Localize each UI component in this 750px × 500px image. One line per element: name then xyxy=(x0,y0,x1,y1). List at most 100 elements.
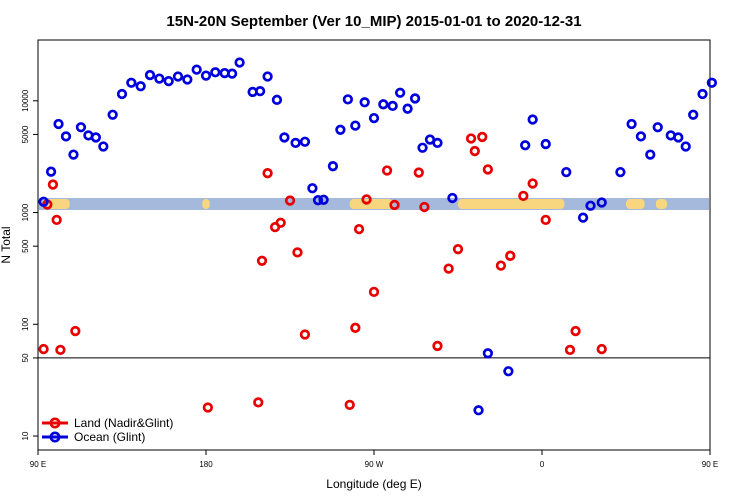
data-point-0-7 xyxy=(253,397,264,408)
y-tick-label-1: 50 xyxy=(21,353,30,362)
data-point-0-11 xyxy=(275,217,286,228)
data-point-1-38 xyxy=(359,97,370,108)
data-point-0-37 xyxy=(570,325,581,337)
data-point-0-32 xyxy=(505,250,516,261)
data-point-0-36 xyxy=(564,344,576,356)
data-point-0-13 xyxy=(292,247,303,258)
x-tick-label-2: 90 W xyxy=(365,460,384,469)
data-point-0-24 xyxy=(432,340,443,352)
data-point-1-23 xyxy=(234,57,245,68)
series-1 xyxy=(38,57,718,416)
y-tick-label-5: 5000 xyxy=(21,125,30,143)
data-point-1-62 xyxy=(645,149,656,160)
data-point-0-35 xyxy=(540,214,551,226)
data-point-0-19 xyxy=(368,286,380,298)
data-point-1-31 xyxy=(307,183,318,194)
data-point-1-26 xyxy=(262,71,273,82)
data-point-1-25 xyxy=(254,85,266,97)
data-point-1-65 xyxy=(673,132,684,143)
data-point-1-49 xyxy=(473,405,484,416)
data-point-1-8 xyxy=(98,141,109,152)
data-point-1-50 xyxy=(482,348,494,359)
data-point-0-18 xyxy=(361,194,372,205)
data-point-1-32 xyxy=(312,195,324,206)
data-point-0-34 xyxy=(527,178,538,189)
data-point-1-42 xyxy=(394,87,406,98)
data-point-1-0 xyxy=(38,196,49,207)
y-tick-label-0: 10 xyxy=(21,431,30,440)
landmass-segment-1 xyxy=(202,199,210,209)
x-tick-label-1: 180 xyxy=(199,460,213,469)
legend-marker-ocean xyxy=(49,431,61,443)
y-tick-label-2: 100 xyxy=(21,317,30,331)
data-point-1-54 xyxy=(540,138,551,150)
data-point-0-33 xyxy=(518,190,529,202)
data-point-1-2 xyxy=(53,118,64,130)
data-point-0-17 xyxy=(353,224,365,235)
data-point-1-58 xyxy=(596,197,607,208)
data-point-1-59 xyxy=(615,166,626,178)
data-point-0-0 xyxy=(38,343,49,355)
data-point-1-51 xyxy=(503,366,514,377)
plot-frame xyxy=(37,39,711,451)
x-axis-label: Longitude (deg E) xyxy=(326,477,421,491)
data-point-1-63 xyxy=(652,122,663,133)
data-point-0-15 xyxy=(344,399,355,411)
data-point-1-45 xyxy=(417,142,428,153)
data-point-1-35 xyxy=(335,124,346,135)
landmass-segment-4 xyxy=(626,199,645,209)
data-point-1-57 xyxy=(585,200,596,211)
data-point-0-12 xyxy=(284,195,296,206)
data-point-1-34 xyxy=(327,161,339,172)
data-point-0-29 xyxy=(477,131,488,143)
legend-label-ocean: Ocean (Glint) xyxy=(74,430,145,444)
x-tick-label-3: 0 xyxy=(540,460,545,469)
data-point-1-1 xyxy=(45,166,57,177)
chart-title: 15N-20N September (Ver 10_MIP) 2015-01-0… xyxy=(166,13,581,30)
data-point-1-69 xyxy=(706,77,718,88)
data-point-1-28 xyxy=(279,132,290,143)
data-point-0-23 xyxy=(419,201,430,213)
data-point-0-38 xyxy=(596,343,607,355)
data-point-1-16 xyxy=(172,71,184,82)
data-point-1-14 xyxy=(154,73,165,84)
data-point-1-10 xyxy=(116,88,128,100)
landmass-segment-0 xyxy=(47,199,70,209)
y-tick-label-3: 500 xyxy=(21,239,30,253)
landmass-segment-2 xyxy=(349,199,393,209)
y-tick-label-6: 10000 xyxy=(21,89,30,112)
data-point-1-41 xyxy=(387,100,398,112)
data-point-1-68 xyxy=(697,88,708,100)
y-tick-label-4: 1000 xyxy=(21,203,30,221)
landmass-segment-3 xyxy=(458,199,565,209)
y-axis-label: N Total xyxy=(0,226,13,263)
legend: Land (Nadir&Glint) Ocean (Glint) xyxy=(42,416,173,444)
data-point-0-14 xyxy=(299,329,311,340)
data-point-0-21 xyxy=(389,199,400,211)
x-axis: 90 E 180 90 W 0 90 E xyxy=(30,450,718,469)
data-point-1-33 xyxy=(318,194,329,205)
data-point-1-60 xyxy=(626,118,637,130)
data-point-1-4 xyxy=(68,149,79,160)
data-points xyxy=(38,57,718,416)
data-point-1-43 xyxy=(402,103,413,114)
series-0 xyxy=(38,131,607,413)
data-point-1-44 xyxy=(409,93,421,104)
data-point-1-3 xyxy=(60,131,72,142)
data-point-1-29 xyxy=(290,137,301,149)
data-point-1-19 xyxy=(200,70,212,81)
data-point-1-22 xyxy=(226,68,238,79)
data-point-0-25 xyxy=(443,263,454,274)
data-point-1-13 xyxy=(144,69,156,81)
data-point-1-53 xyxy=(527,114,538,125)
data-point-1-9 xyxy=(107,109,118,120)
data-point-1-52 xyxy=(520,140,531,151)
data-point-1-11 xyxy=(126,77,137,88)
data-point-1-36 xyxy=(342,94,354,105)
data-point-1-30 xyxy=(299,136,311,147)
data-point-0-22 xyxy=(413,167,424,178)
data-point-1-48 xyxy=(447,192,458,204)
y-axis: 10 50 100 500 1000 5000 10000 xyxy=(21,89,38,440)
data-point-1-61 xyxy=(635,131,647,142)
data-point-1-47 xyxy=(432,137,443,149)
